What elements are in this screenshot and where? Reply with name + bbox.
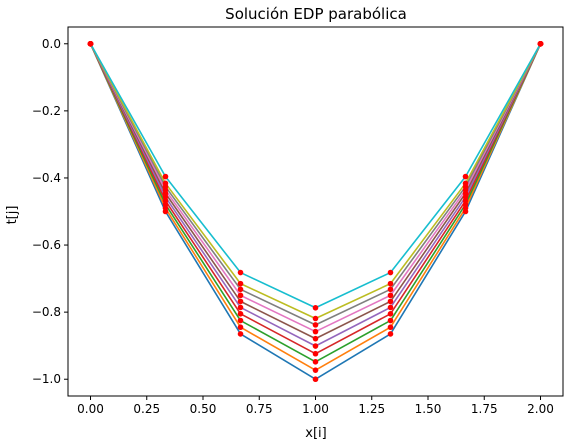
marker-layer [87, 40, 544, 383]
data-point-s9-3 [312, 315, 319, 322]
x-axis-label: x[i] [305, 426, 326, 441]
data-point-s1-3 [312, 376, 319, 383]
data-point-s4-4 [387, 311, 394, 317]
x-axis-ticks: 0.00 0.25 0.50 0.75 1.00 1.25 1.50 1.75 2.00 [77, 396, 554, 416]
x-tick-label: 0.00 [77, 402, 104, 416]
data-point-s7-4 [387, 292, 394, 299]
y-tick-label: −0.8 [32, 305, 61, 319]
data-point-s3-4 [387, 317, 394, 324]
data-point-s10-5 [462, 173, 469, 180]
x-tick-label: 1.75 [471, 402, 498, 416]
y-tick-label: −0.4 [32, 171, 61, 185]
data-point-s2-2 [237, 324, 244, 331]
data-point-s3-2 [237, 317, 244, 324]
data-point-s6-4 [387, 298, 394, 305]
x-tick-label: 0.25 [133, 402, 160, 416]
data-point-s1-2 [237, 331, 244, 337]
y-tick-label: 0.0 [42, 37, 61, 51]
data-point-s7-3 [312, 328, 319, 335]
y-axis-ticks: 0.0 −0.2 −0.4 −0.6 −0.8 −1.0 [32, 37, 68, 386]
data-point-s9-2 [237, 280, 244, 287]
data-point-s9-1 [162, 180, 169, 187]
x-tick-label: 1.50 [415, 402, 442, 416]
data-point-s1-4 [387, 331, 394, 337]
data-point-s5-3 [312, 343, 319, 349]
data-point-s10-0 [87, 40, 94, 47]
plot-frame [67, 26, 564, 397]
data-point-s8-3 [312, 322, 319, 328]
x-tick-label: 2.00 [527, 402, 554, 416]
data-point-s4-2 [237, 311, 244, 317]
data-point-s5-4 [387, 304, 394, 311]
y-axis-label: t[j] [5, 206, 20, 225]
x-tick-label: 0.75 [246, 402, 273, 416]
data-point-s10-2 [237, 269, 244, 276]
y-tick-label: −0.6 [32, 238, 61, 252]
data-point-s4-3 [312, 350, 319, 357]
chart-title: Solución EDP parabólica [225, 5, 407, 23]
data-point-s10-1 [162, 173, 169, 180]
y-tick-label: −1.0 [32, 372, 61, 386]
data-point-s10-3 [312, 304, 319, 311]
data-point-s2-3 [312, 367, 319, 373]
x-tick-label: 0.50 [190, 402, 217, 416]
data-point-s10-6 [537, 40, 544, 47]
data-point-s10-4 [387, 269, 394, 276]
data-point-s8-4 [387, 286, 394, 293]
data-point-s7-2 [237, 292, 244, 299]
data-point-s9-4 [387, 280, 394, 287]
data-point-s8-2 [237, 286, 244, 293]
data-point-s6-2 [237, 298, 244, 305]
x-tick-label: 1.00 [302, 402, 329, 416]
data-point-s9-5 [462, 180, 469, 187]
data-point-s3-3 [312, 358, 319, 365]
data-point-s2-4 [387, 324, 394, 331]
data-point-s6-3 [312, 335, 319, 342]
x-tick-label: 1.25 [358, 402, 385, 416]
y-tick-label: −0.2 [32, 104, 61, 118]
data-point-s5-2 [237, 304, 244, 311]
